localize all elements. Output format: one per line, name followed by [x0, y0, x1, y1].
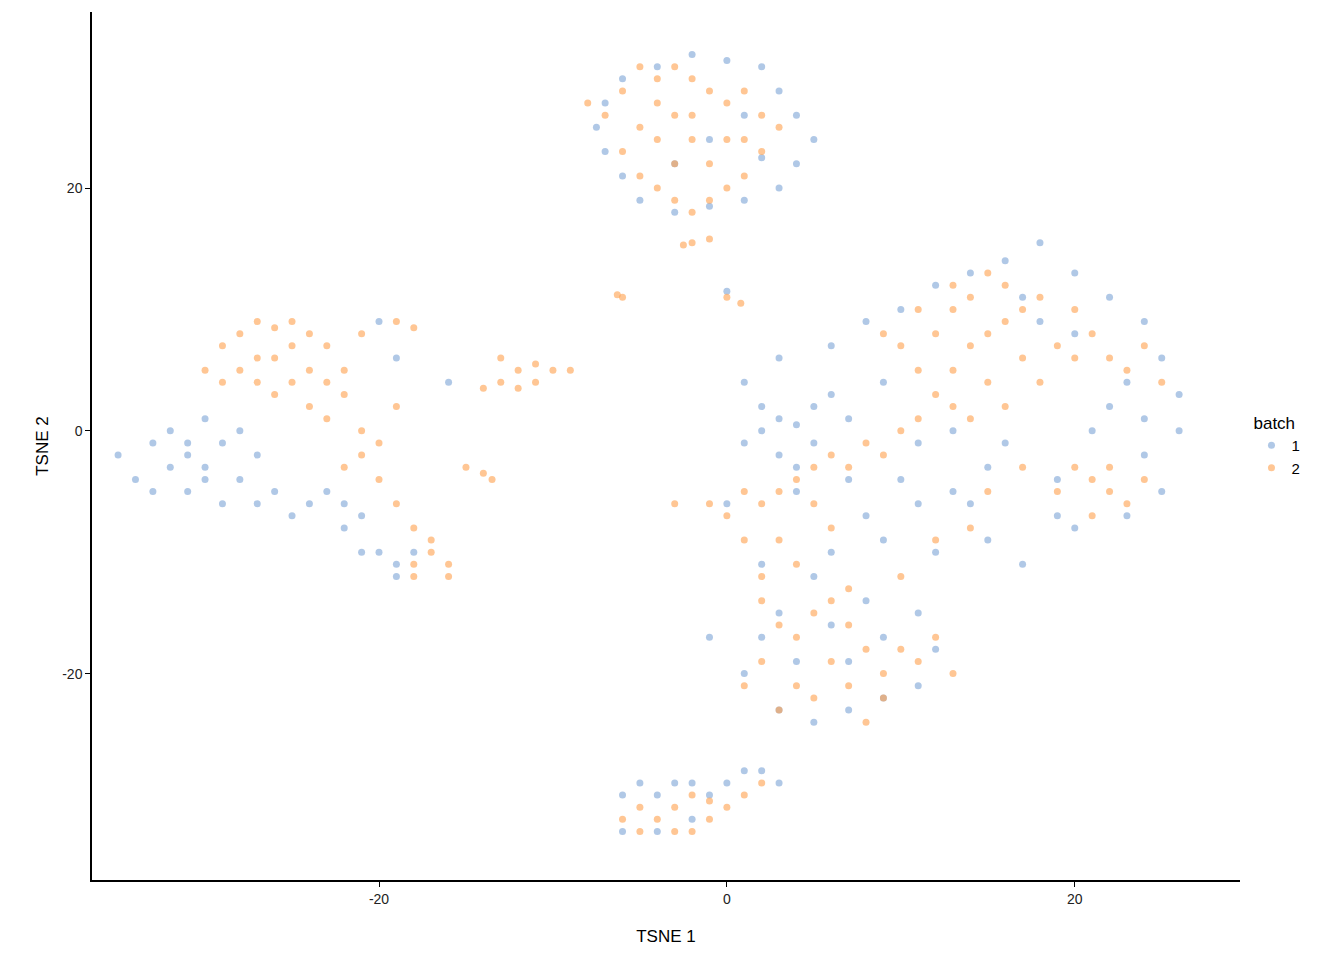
- svg-text:-20: -20: [62, 666, 82, 682]
- svg-text:-20: -20: [369, 891, 389, 907]
- svg-text:0: 0: [723, 891, 731, 907]
- svg-text:1: 1: [1291, 437, 1299, 454]
- svg-text:0: 0: [75, 423, 83, 439]
- svg-text:2: 2: [1291, 460, 1299, 477]
- svg-text:batch: batch: [1253, 414, 1295, 433]
- svg-text:TSNE 1: TSNE 1: [636, 927, 696, 946]
- svg-text:TSNE 2: TSNE 2: [33, 416, 52, 476]
- svg-text:20: 20: [1067, 891, 1083, 907]
- svg-text:20: 20: [67, 180, 83, 196]
